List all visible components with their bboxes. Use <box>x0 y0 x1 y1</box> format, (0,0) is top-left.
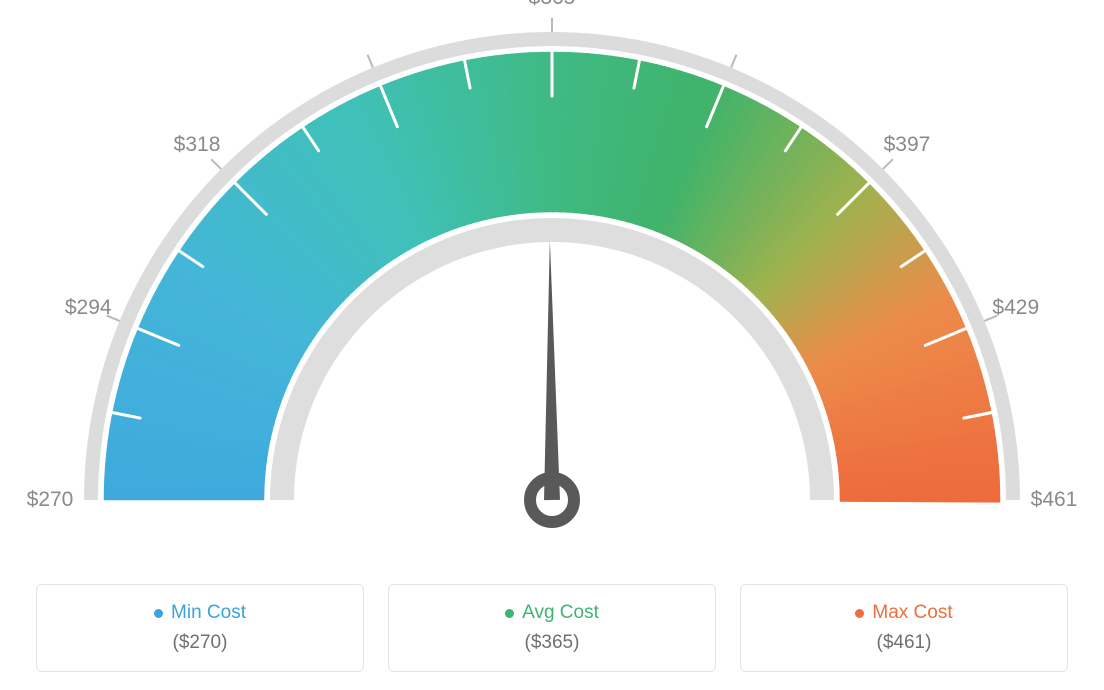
gauge-tick-label: $365 <box>529 0 576 10</box>
legend-label-min: Min Cost <box>171 602 246 624</box>
gauge-tick-label: $429 <box>992 296 1039 320</box>
legend-card-min: Min Cost ($270) <box>36 584 364 672</box>
legend-top-max: Max Cost <box>855 602 952 624</box>
legend-card-max: Max Cost ($461) <box>740 584 1068 672</box>
legend-dot-max <box>855 609 864 618</box>
gauge-area: $270 $294 $318 $365 $397 $429 $461 <box>0 0 1104 560</box>
gauge-tick-label: $397 <box>884 133 931 157</box>
legend-row: Min Cost ($270) Avg Cost ($365) Max Cost… <box>0 584 1104 672</box>
legend-top-min: Min Cost <box>154 602 246 624</box>
legend-dot-avg <box>505 609 514 618</box>
legend-card-avg: Avg Cost ($365) <box>388 584 716 672</box>
legend-top-avg: Avg Cost <box>505 602 599 624</box>
gauge-tick-label: $270 <box>27 488 74 512</box>
legend-value-min: ($270) <box>173 632 228 654</box>
legend-label-avg: Avg Cost <box>522 602 599 624</box>
legend-value-avg: ($365) <box>525 632 580 654</box>
gauge-tick-label: $294 <box>65 296 112 320</box>
cost-gauge-widget: $270 $294 $318 $365 $397 $429 $461 Min Cost ($… <box>0 0 1104 690</box>
gauge-tick-label: $461 <box>1031 488 1078 512</box>
legend-label-max: Max Cost <box>872 602 952 624</box>
gauge-tick-label: $318 <box>174 133 221 157</box>
legend-value-max: ($461) <box>877 632 932 654</box>
legend-dot-min <box>154 609 163 618</box>
gauge-svg <box>0 0 1104 560</box>
